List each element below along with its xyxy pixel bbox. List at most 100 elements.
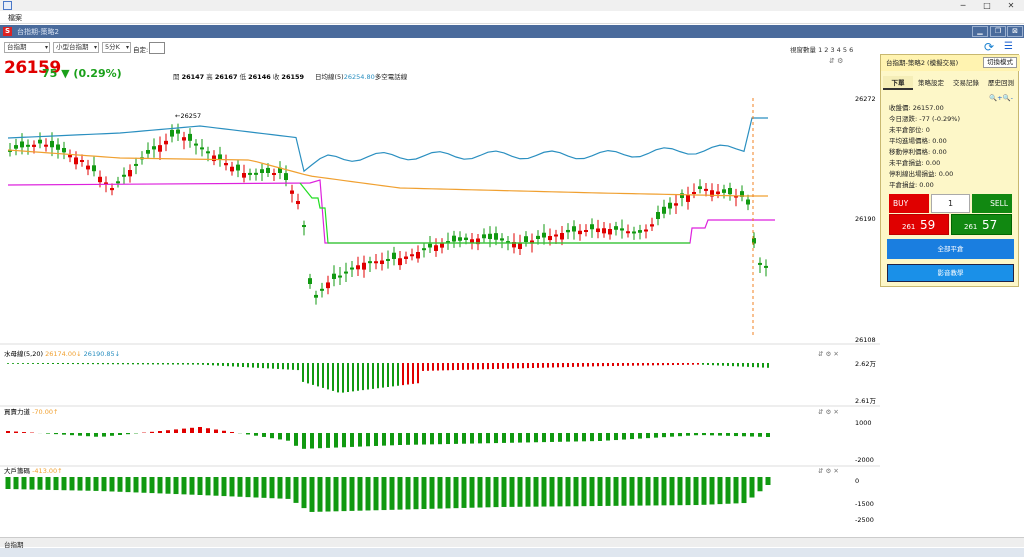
info-today-change: 今日漲跌: -77 (-0.29%) [889, 115, 961, 123]
indicator-3-title: 大戶籌碼 -413.00↑ [4, 466, 63, 475]
candle-body [734, 195, 738, 198]
candle-body [410, 254, 414, 257]
candle-body [500, 238, 504, 241]
info-stop-exit-pl: 停利線出場損益: 0.00 [889, 170, 954, 178]
candle-body [350, 267, 354, 270]
maximize-button[interactable]: □ [983, 1, 991, 10]
candle-body [632, 231, 636, 234]
axis-tick: 2.61万 [855, 397, 876, 405]
indicator-2-title: 買賣力道 -70.00↑ [4, 407, 58, 416]
indicator-tools-icon[interactable]: ⇵ ⚙ ✕ [818, 350, 839, 358]
tab-trades[interactable]: 交易記錄 [953, 79, 979, 87]
tab-backtest[interactable]: 歷史回測 [988, 79, 1014, 87]
doc-minimize-button[interactable]: ▁ [972, 26, 988, 37]
close-button[interactable]: ✕ [1007, 1, 1015, 10]
candle-body [596, 228, 600, 233]
ask-price-button[interactable]: 261 57 [951, 214, 1012, 235]
candle-body [464, 237, 468, 240]
candle-body [206, 151, 210, 154]
candle-body [434, 245, 438, 251]
chevron-down-icon: ▾ [125, 44, 129, 51]
candle-body [518, 242, 522, 249]
candle-body [212, 155, 216, 162]
view-count-selector[interactable]: 視窗數量 1 2 3 4 5 6 [790, 46, 854, 54]
candle-body [494, 233, 498, 240]
candle-body [524, 236, 528, 242]
indicator-tools-icon[interactable]: ⇵ ⚙ ✕ [818, 467, 839, 475]
close-all-button[interactable]: 全部平倉 [887, 239, 1014, 259]
candle-body [26, 144, 30, 147]
candle-body [164, 140, 168, 145]
ma-readout: 日均線(5)26254.80多空電話線 [315, 73, 408, 81]
axis-tick: 26190 [855, 215, 876, 223]
candle-body [290, 190, 294, 194]
period-select[interactable]: 5分K ▾ [102, 42, 131, 53]
candle-body [122, 174, 126, 177]
candle-body [728, 188, 732, 195]
axis-tick: -2000 [855, 456, 874, 464]
candle-body [644, 229, 648, 232]
zoom-icon[interactable]: 🔍+🔍- [989, 94, 1013, 102]
series-line [299, 182, 690, 244]
candle-body [746, 199, 750, 205]
axis-tick: 26108 [855, 336, 876, 344]
candle-body [398, 258, 402, 266]
symbol-select[interactable]: 台指期 ▾ [4, 42, 50, 53]
info-close-price: 收盤價: 26157.00 [889, 104, 944, 112]
candle-body [230, 166, 234, 172]
candle-body [458, 237, 462, 241]
menu-file[interactable]: 檔案 [8, 14, 22, 22]
chevron-down-icon: ▾ [93, 44, 97, 51]
candle-body [752, 238, 756, 244]
candle-body [134, 163, 138, 166]
chart-settings-icon[interactable]: ⇵ ⚙ [829, 57, 844, 65]
sell-button[interactable]: SELL [972, 194, 1012, 213]
candle-body [332, 273, 336, 279]
bid-price-button[interactable]: 261 59 [889, 214, 949, 235]
switch-mode-button[interactable]: 切換模式 [983, 57, 1017, 68]
video-tutorial-button[interactable]: 影音教學 [887, 264, 1014, 282]
doc-restore-button[interactable]: ❐ [990, 26, 1006, 37]
candle-body [716, 191, 720, 195]
indicator-tools-icon[interactable]: ⇵ ⚙ ✕ [818, 408, 839, 416]
custom-label: 自定: [133, 46, 149, 54]
list-settings-icon[interactable]: ☰ [1004, 41, 1013, 52]
candle-body [152, 146, 156, 150]
candle-body [392, 252, 396, 259]
candle-body [704, 188, 708, 191]
candle-body [368, 261, 372, 264]
status-tab[interactable]: 台指期 [4, 541, 24, 549]
candle-body [422, 248, 426, 251]
contract-select[interactable]: 小型台指期 ▾ [53, 42, 99, 53]
doc-close-button[interactable]: ⊠ [1007, 26, 1023, 37]
candle-body [74, 157, 78, 165]
chevron-down-icon: ▾ [44, 44, 48, 51]
document-bar: S 台指期-策略2 ▁ ❐ ⊠ [0, 25, 1024, 38]
candle-body [482, 234, 486, 239]
axis-tick: -1500 [855, 500, 874, 508]
quantity-input[interactable]: 1 [931, 194, 970, 213]
custom-period-input[interactable] [149, 42, 165, 54]
chart-area[interactable]: ←26257 26272 26190 26108 2.62万 2.61万 100… [0, 88, 880, 543]
candle-body [440, 243, 444, 248]
candle-body [536, 235, 540, 239]
candle-body [194, 143, 198, 146]
candle-body [764, 265, 768, 268]
candle-body [218, 154, 222, 160]
candle-body [452, 235, 456, 242]
candle-body [176, 129, 180, 134]
candle-body [62, 147, 66, 153]
minimize-button[interactable]: ─ [960, 1, 966, 10]
buy-button[interactable]: BUY [889, 194, 929, 213]
candle-body [530, 240, 534, 244]
tab-strategy[interactable]: 策略設定 [918, 79, 944, 87]
candle-body [50, 140, 54, 148]
candle-body [98, 176, 102, 183]
candle-body [428, 243, 432, 248]
candle-body [650, 224, 654, 227]
candle-body [722, 189, 726, 193]
candle-body [200, 147, 204, 150]
refresh-icon[interactable]: ⟳ [984, 40, 995, 54]
candle-body [14, 145, 18, 149]
tab-order[interactable]: 下單 [883, 76, 913, 90]
